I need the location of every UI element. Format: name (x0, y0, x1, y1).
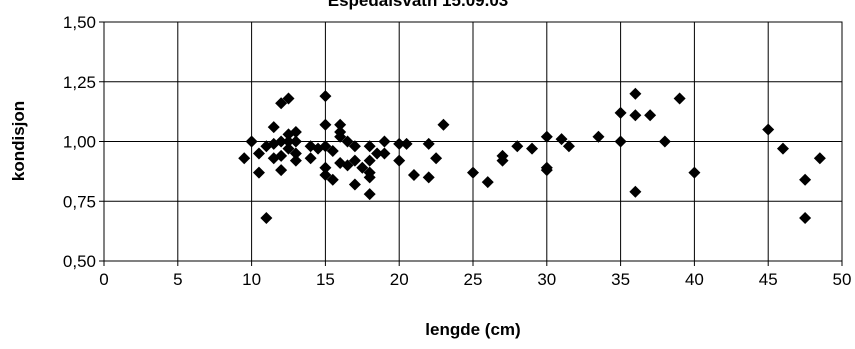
data-point (326, 173, 339, 186)
x-tick-label: 10 (242, 270, 261, 289)
data-point (334, 130, 347, 143)
y-tick-label: 1,50 (63, 13, 96, 32)
data-point (437, 118, 450, 131)
data-point (282, 142, 295, 155)
data-point (496, 154, 509, 167)
data-point (252, 147, 265, 160)
data-point (275, 135, 288, 148)
y-axis-title: kondisjon (9, 101, 28, 181)
data-point (289, 147, 302, 160)
data-point (260, 211, 273, 224)
y-tick-label: 1,25 (63, 73, 96, 92)
data-point (289, 135, 302, 148)
data-point (629, 185, 642, 198)
data-points (238, 87, 826, 224)
data-point (319, 118, 332, 131)
data-point (275, 164, 288, 177)
data-point (526, 142, 539, 155)
data-point (304, 152, 317, 165)
data-point (326, 145, 339, 158)
data-point (282, 92, 295, 105)
x-axis-title: lengde (cm) (425, 320, 520, 339)
data-point (614, 135, 627, 148)
data-point (629, 87, 642, 100)
data-point (319, 168, 332, 181)
x-axis-ticks: 0 5 10 15 20 25 30 35 40 45 50 (99, 261, 851, 289)
data-point (393, 137, 406, 150)
x-tick-label: 40 (685, 270, 704, 289)
y-tick-label: 0,75 (63, 192, 96, 211)
data-point (422, 171, 435, 184)
x-tick-label: 5 (173, 270, 182, 289)
data-point (319, 90, 332, 103)
data-point (776, 142, 789, 155)
x-tick-label: 45 (759, 270, 778, 289)
data-point (540, 164, 553, 177)
data-point (371, 147, 384, 160)
data-point (275, 149, 288, 162)
data-point (481, 176, 494, 189)
data-point (341, 135, 354, 148)
data-point (245, 135, 258, 148)
data-point (363, 171, 376, 184)
y-tick-label: 0,50 (63, 252, 96, 271)
data-point (799, 173, 812, 186)
data-point (688, 166, 701, 179)
chart-title: Espedalsvatn 15.09.03 (328, 0, 509, 10)
x-tick-label: 20 (390, 270, 409, 289)
data-point (267, 121, 280, 134)
data-point (673, 92, 686, 105)
data-point (614, 106, 627, 119)
data-point (378, 147, 391, 160)
data-point (407, 168, 420, 181)
data-point (430, 152, 443, 165)
x-tick-label: 50 (833, 270, 852, 289)
data-point (319, 161, 332, 174)
data-point (348, 140, 361, 153)
x-tick-label: 15 (316, 270, 335, 289)
data-point (341, 159, 354, 172)
data-point (629, 109, 642, 122)
data-point (319, 140, 332, 153)
data-point (644, 109, 657, 122)
data-point (592, 130, 605, 143)
data-point (467, 166, 479, 179)
data-point (378, 135, 391, 148)
data-point (363, 140, 376, 153)
data-point (238, 152, 251, 165)
data-point (393, 154, 406, 167)
data-point (363, 188, 376, 201)
x-tick-label: 35 (611, 270, 630, 289)
data-point (334, 118, 347, 131)
data-point (762, 123, 775, 136)
data-point (813, 152, 826, 165)
data-point (555, 133, 568, 146)
data-point (363, 154, 376, 167)
data-point (348, 178, 361, 191)
x-tick-label: 25 (464, 270, 483, 289)
data-point (275, 97, 288, 110)
y-tick-label: 1,00 (63, 133, 96, 152)
x-tick-label: 30 (537, 270, 556, 289)
data-point (799, 211, 812, 224)
data-point (348, 154, 361, 167)
data-point (540, 130, 553, 143)
data-point (658, 135, 671, 148)
data-point (511, 140, 524, 153)
data-point (562, 140, 575, 153)
data-point (282, 135, 295, 148)
data-point (252, 166, 265, 179)
data-point (422, 137, 435, 150)
data-point (400, 137, 413, 150)
y-axis-ticks: 0,50 0,75 1,00 1,25 1,50 (63, 13, 104, 271)
data-point (356, 161, 369, 174)
data-point (289, 154, 302, 167)
gridlines (103, 21, 843, 262)
x-tick-label: 0 (99, 270, 108, 289)
data-point (289, 125, 302, 138)
